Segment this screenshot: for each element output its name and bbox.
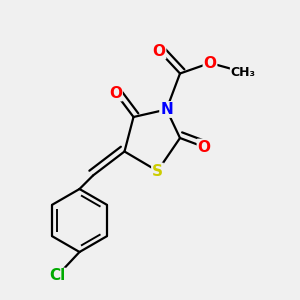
Text: N: N: [160, 102, 173, 117]
Text: Cl: Cl: [49, 268, 65, 284]
Text: O: O: [109, 85, 122, 100]
Text: O: O: [197, 140, 211, 154]
Text: O: O: [203, 56, 217, 70]
Text: S: S: [152, 164, 163, 178]
Text: O: O: [152, 44, 166, 59]
Text: CH₃: CH₃: [230, 65, 256, 79]
